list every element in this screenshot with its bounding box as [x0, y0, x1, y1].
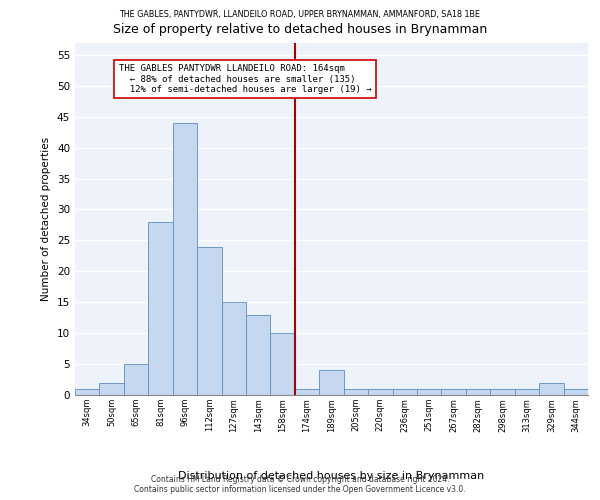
- Bar: [417, 389, 442, 395]
- Text: THE GABLES, PANTYDWR, LLANDEILO ROAD, UPPER BRYNAMMAN, AMMANFORD, SA18 1BE: THE GABLES, PANTYDWR, LLANDEILO ROAD, UP…: [119, 10, 481, 19]
- Bar: [392, 389, 417, 395]
- Text: Contains public sector information licensed under the Open Government Licence v3: Contains public sector information licen…: [134, 485, 466, 494]
- Text: Size of property relative to detached houses in Brynamman: Size of property relative to detached ho…: [113, 22, 487, 36]
- Bar: [75, 389, 100, 395]
- Bar: [246, 314, 271, 395]
- Bar: [563, 389, 588, 395]
- Bar: [515, 389, 539, 395]
- Bar: [221, 302, 246, 395]
- Bar: [295, 389, 319, 395]
- Text: Contains HM Land Registry data © Crown copyright and database right 2024.: Contains HM Land Registry data © Crown c…: [151, 475, 449, 484]
- Y-axis label: Number of detached properties: Number of detached properties: [41, 136, 52, 301]
- Bar: [271, 333, 295, 395]
- Bar: [197, 246, 221, 395]
- Bar: [368, 389, 392, 395]
- Bar: [344, 389, 368, 395]
- Bar: [148, 222, 173, 395]
- X-axis label: Distribution of detached houses by size in Brynamman: Distribution of detached houses by size …: [178, 470, 485, 480]
- Bar: [490, 389, 515, 395]
- Bar: [100, 382, 124, 395]
- Bar: [442, 389, 466, 395]
- Bar: [539, 382, 563, 395]
- Bar: [124, 364, 148, 395]
- Bar: [466, 389, 490, 395]
- Bar: [173, 123, 197, 395]
- Bar: [319, 370, 344, 395]
- Text: THE GABLES PANTYDWR LLANDEILO ROAD: 164sqm
  ← 88% of detached houses are smalle: THE GABLES PANTYDWR LLANDEILO ROAD: 164s…: [119, 64, 371, 94]
